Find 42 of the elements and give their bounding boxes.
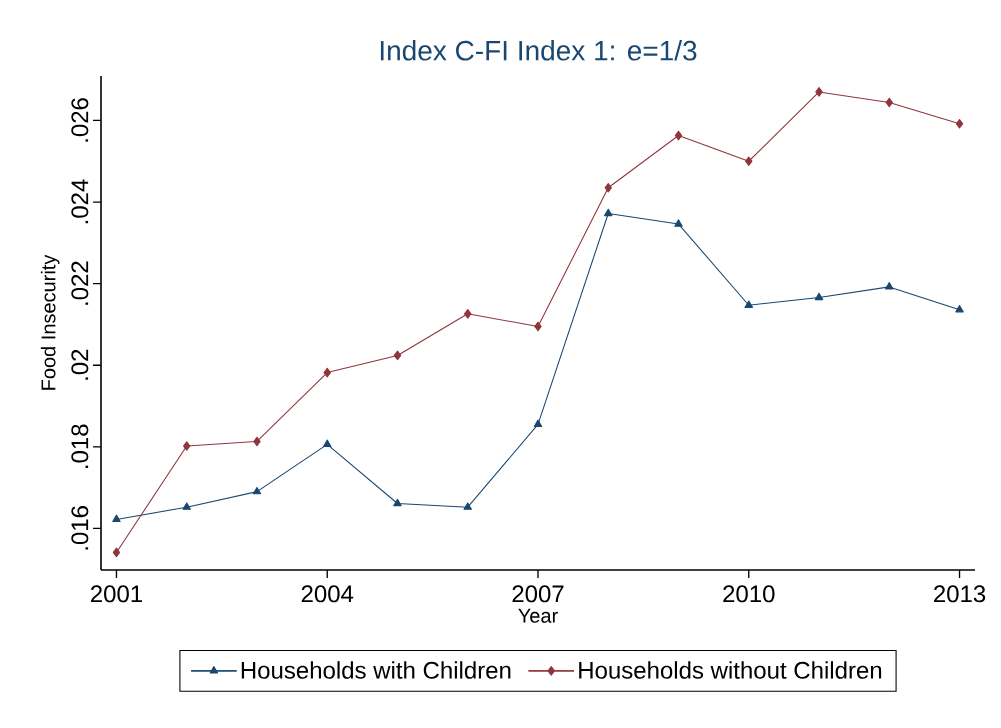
point [252, 486, 262, 495]
point [815, 87, 823, 97]
x-tick-label: 2004 [301, 585, 354, 603]
y-tick-label: .022 [71, 261, 89, 305]
x-axis-title: Year [518, 608, 558, 623]
point [393, 498, 402, 507]
point [253, 436, 261, 447]
y-axis-title: Food Insecurity [40, 254, 60, 390]
point [674, 219, 683, 227]
point [112, 547, 121, 558]
point [464, 309, 472, 319]
x-tick-label: 2001 [90, 585, 142, 603]
x-tick-label: 2010 [723, 585, 775, 603]
point [533, 419, 543, 428]
y-tick-label: .02 [71, 349, 89, 380]
x-tick-label: 2007 [512, 585, 564, 603]
point [955, 118, 964, 129]
point [534, 321, 542, 332]
y-tick-label: .024 [71, 179, 89, 224]
point [674, 130, 683, 141]
point [463, 502, 472, 510]
legend-label: Households without Children [579, 661, 882, 679]
point [182, 502, 191, 510]
point [745, 156, 753, 167]
point [112, 514, 121, 523]
chart-title: Index C-FI Index 1: e=1/3 [380, 40, 697, 61]
point [182, 441, 191, 451]
point [323, 439, 332, 448]
point [604, 208, 613, 217]
point [955, 304, 964, 313]
legend-label: Households with Children [241, 661, 511, 679]
x-tick-label: 2013 [934, 585, 986, 603]
y-tick-label: .018 [71, 424, 89, 468]
y-tick-label: .026 [71, 98, 89, 142]
point [885, 97, 894, 108]
point [604, 182, 612, 193]
point [744, 300, 753, 308]
point [393, 350, 402, 361]
point [814, 292, 824, 301]
point [323, 367, 331, 378]
y-tick-label: .016 [71, 506, 89, 550]
point [885, 282, 894, 290]
